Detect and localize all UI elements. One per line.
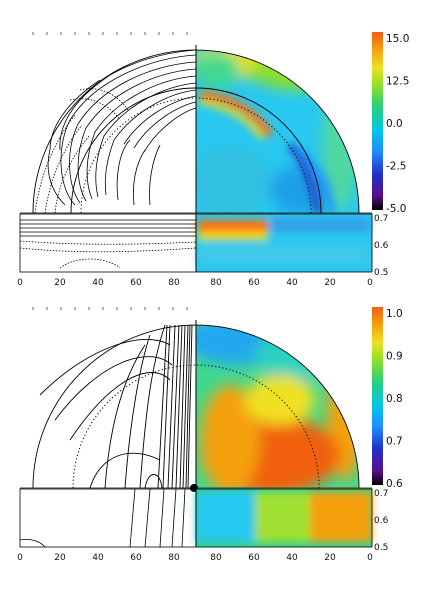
top-x-tick-label: 60 bbox=[130, 278, 142, 288]
bottom-colorbar-tick-label: 0.9 bbox=[386, 351, 403, 363]
bottom-strip-y-tick-label: 0.6 bbox=[374, 516, 389, 526]
bottom-colorbar bbox=[372, 307, 383, 485]
bottom-strip bbox=[19, 488, 373, 548]
bottom-colorbar-tick-label: 0.7 bbox=[386, 436, 403, 448]
top-colorbar-tick-label: 0.0 bbox=[386, 118, 403, 130]
bottom-colorbar-tick-label: 1.0 bbox=[386, 308, 403, 320]
top-strip-y-tick-label: 0.5 bbox=[374, 268, 388, 278]
bottom-x-tick-label: 80 bbox=[210, 553, 222, 563]
top-x-tick-label: 40 bbox=[286, 278, 298, 288]
top-colorbar-tick-label: -2.5 bbox=[386, 161, 407, 173]
bottom-x-tick-label: 40 bbox=[92, 553, 104, 563]
top-x-tick-label: 0 bbox=[367, 278, 373, 288]
top-x-tick-label: 20 bbox=[324, 278, 336, 288]
bottom-x-tick-label: 0 bbox=[367, 553, 373, 563]
top-strip bbox=[19, 213, 373, 273]
top-strip-y-tick-label: 0.7 bbox=[374, 214, 388, 224]
bottom-x-tick-label: 20 bbox=[54, 553, 66, 563]
top-panel bbox=[19, 32, 383, 273]
top-x-tick-label: 40 bbox=[92, 278, 104, 288]
top-colorbar-tick-label: 12.5 bbox=[386, 76, 409, 88]
bottom-colorbar-tick-label: 0.6 bbox=[386, 478, 403, 490]
bottom-panel bbox=[19, 307, 383, 548]
top-x-tick-label: 60 bbox=[248, 278, 260, 288]
bottom-amplitude-map bbox=[196, 325, 359, 488]
bottom-strip-y-tick-label: 0.5 bbox=[374, 543, 388, 553]
bottom-strip-y-tick-label: 0.7 bbox=[374, 489, 388, 499]
bottom-x-tick-label: 20 bbox=[324, 553, 336, 563]
bottom-x-tick-label: 60 bbox=[130, 553, 142, 563]
top-colorbar-tick-label: -5.0 bbox=[386, 203, 407, 215]
bottom-dotted-arc bbox=[72, 364, 320, 489]
top-x-tick-label: 0 bbox=[17, 278, 23, 288]
bottom-colorbar-tick-label: 0.8 bbox=[386, 393, 403, 405]
top-colorbar-tick-label: 15.0 bbox=[386, 33, 409, 45]
top-x-tick-label: 80 bbox=[210, 278, 222, 288]
bottom-x-tick-label: 0 bbox=[17, 553, 23, 563]
top-strip-y-tick-label: 0.6 bbox=[374, 241, 389, 251]
bottom-x-tick-label: 80 bbox=[168, 553, 180, 563]
top-rate-map bbox=[196, 50, 359, 213]
bottom-x-tick-label: 60 bbox=[248, 553, 260, 563]
top-x-tick-label: 20 bbox=[54, 278, 66, 288]
top-x-tick-label: 80 bbox=[168, 278, 180, 288]
bottom-x-tick-label: 40 bbox=[286, 553, 298, 563]
top-colorbar bbox=[372, 32, 383, 210]
bottom-field-lines bbox=[39, 324, 193, 489]
